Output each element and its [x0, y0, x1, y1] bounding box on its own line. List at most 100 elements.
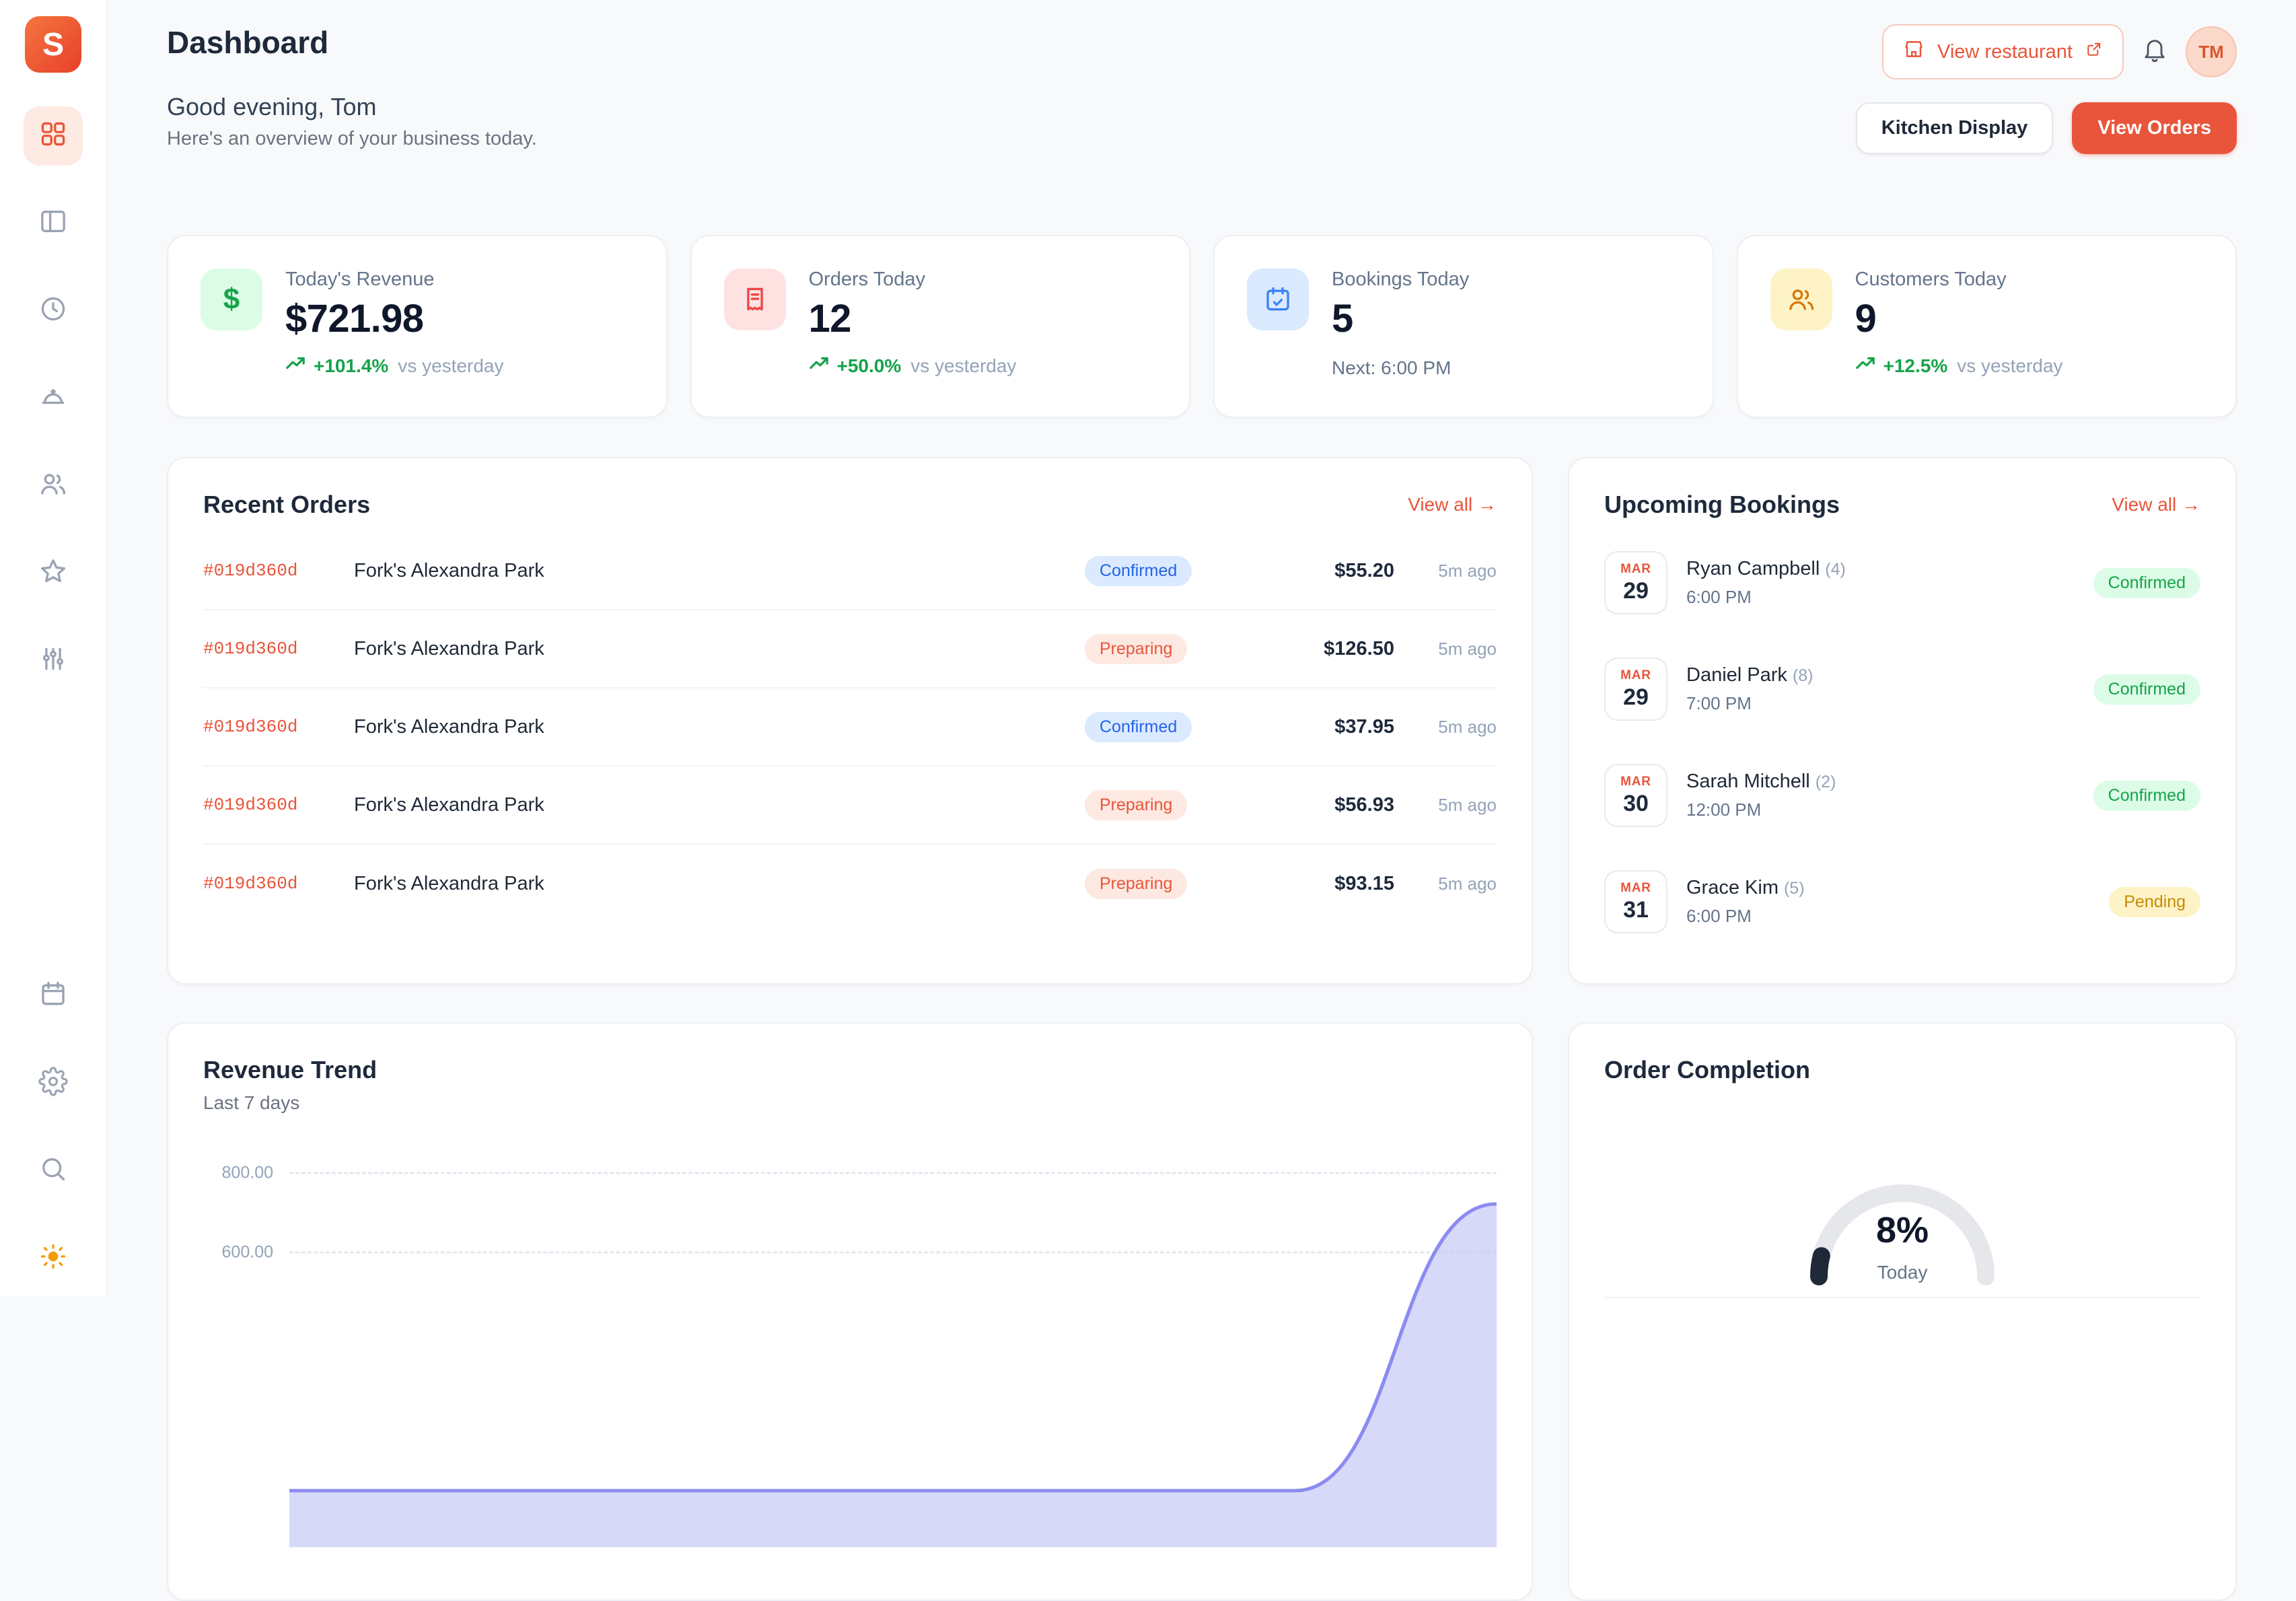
revenue-trend-panel: Revenue Trend Last 7 days 800.00 600.00: [167, 1022, 1533, 1601]
search-icon: [38, 1154, 68, 1188]
sidebar-item-bookings[interactable]: [24, 966, 83, 1026]
bookings-view-all-link[interactable]: View all →: [2112, 494, 2200, 515]
booking-item[interactable]: MAR 29 Daniel Park (8) 7:00 PM Confirmed: [1604, 636, 2200, 742]
order-status-badge: Preparing: [1085, 789, 1188, 820]
grid-icon: [38, 119, 68, 153]
trend-up-icon: [1855, 353, 1875, 378]
view-orders-button[interactable]: View Orders: [2072, 102, 2237, 154]
receipt-icon: [723, 269, 786, 330]
view-restaurant-label: View restaurant: [1937, 40, 2073, 63]
booking-party-size: (8): [1792, 666, 1814, 685]
users-icon: [1770, 269, 1832, 330]
order-amount: $126.50: [1324, 637, 1394, 660]
stat-label: Bookings Today: [1332, 269, 1470, 290]
stat-delta-value: +101.4%: [314, 355, 389, 376]
topbar-right: View restaurant TM Kitchen Display View …: [1855, 24, 2237, 154]
gauge-track-arc: [1810, 1184, 1995, 1285]
order-restaurant-name: Fork's Alexandra Park: [354, 793, 544, 816]
topbar-left: Dashboard Good evening, Tom Here's an ov…: [167, 24, 537, 150]
order-amount: $37.95: [1334, 715, 1394, 738]
stat-delta-value: +12.5%: [1883, 355, 1948, 376]
order-amount: $55.20: [1334, 559, 1394, 581]
order-completion-panel: Order Completion 8% Today: [1568, 1022, 2237, 1601]
bell-icon: [2141, 36, 2168, 68]
sidebar-item-reviews[interactable]: [24, 544, 83, 603]
gauge-divider: [1604, 1297, 2200, 1298]
order-amount: $56.93: [1334, 793, 1394, 816]
notifications-button[interactable]: [2141, 36, 2168, 68]
order-id: #019d360d: [203, 561, 298, 581]
order-restaurant-name: Fork's Alexandra Park: [354, 559, 544, 581]
booking-time: 6:00 PM: [1686, 906, 1752, 926]
sidebar-item-dashboard[interactable]: [24, 106, 83, 166]
recent-orders-view-all-link[interactable]: View all →: [1408, 494, 1497, 515]
header-action-row: Kitchen Display View Orders: [1855, 102, 2237, 154]
kitchen-display-button[interactable]: Kitchen Display: [1855, 102, 2054, 154]
middle-panels: Recent Orders View all → #019d360d Fork'…: [167, 457, 2237, 985]
view-restaurant-button[interactable]: View restaurant: [1882, 24, 2124, 79]
sidebar-item-history[interactable]: [24, 281, 83, 341]
clock-icon: [38, 294, 68, 328]
sidebar-item-settings[interactable]: [24, 1054, 83, 1113]
order-status-badge: Confirmed: [1085, 555, 1192, 586]
stat-delta-suffix: vs yesterday: [398, 355, 504, 376]
revenue-area-path: [289, 1204, 1497, 1547]
order-id: #019d360d: [203, 717, 298, 737]
booking-date-box: MAR 29: [1604, 551, 1667, 614]
order-id: #019d360d: [203, 795, 298, 815]
order-restaurant-name: Fork's Alexandra Park: [354, 872, 544, 894]
stat-delta: +101.4% vs yesterday: [285, 353, 504, 378]
main-content: Dashboard Good evening, Tom Here's an ov…: [108, 0, 2296, 1601]
sun-icon: [38, 1242, 68, 1276]
booking-party-size: (5): [1783, 879, 1805, 898]
y-axis-tick: 800.00: [221, 1163, 273, 1182]
order-time: 5m ago: [1438, 794, 1497, 815]
booking-status-badge: Confirmed: [2093, 567, 2200, 598]
stat-card-customers: Customers Today 9 +12.5% vs yesterday: [1736, 235, 2237, 418]
order-status-badge: Preparing: [1085, 868, 1188, 899]
booking-guest-name: Ryan Campbell (4): [1686, 558, 1846, 579]
sidebar-item-orders[interactable]: [24, 194, 83, 253]
stat-label: Orders Today: [808, 269, 926, 290]
stat-value: 5: [1332, 297, 1353, 341]
upcoming-bookings-panel: Upcoming Bookings View all → MAR 29 Ryan…: [1568, 457, 2237, 985]
sidebar-item-search[interactable]: [24, 1141, 83, 1201]
revenue-area-svg: [289, 1202, 1497, 1547]
order-row[interactable]: #019d360d Fork's Alexandra Park Preparin…: [203, 845, 1497, 923]
sliders-icon: [38, 644, 68, 678]
gauge-svg: [1809, 1184, 1995, 1285]
order-row[interactable]: #019d360d Fork's Alexandra Park Preparin…: [203, 767, 1497, 845]
upcoming-bookings-title: Upcoming Bookings: [1604, 491, 1840, 518]
order-row[interactable]: #019d360d Fork's Alexandra Park Preparin…: [203, 610, 1497, 688]
top-actions: View restaurant TM: [1882, 24, 2237, 79]
sidebar-item-menu[interactable]: [24, 369, 83, 428]
gauge-value-arc: [1809, 1247, 1830, 1285]
stats-row: $ Today's Revenue $721.98 +101.4% vs yes…: [167, 235, 2237, 418]
stat-value: $721.98: [285, 297, 424, 341]
stat-delta-suffix: vs yesterday: [1957, 355, 2063, 376]
app-logo[interactable]: S: [25, 16, 81, 73]
external-link-icon: [2085, 40, 2104, 64]
booking-item[interactable]: MAR 31 Grace Kim (5) 6:00 PM Pending: [1604, 849, 2200, 955]
order-id: #019d360d: [203, 639, 298, 659]
revenue-area-chart: 800.00 600.00: [203, 1143, 1497, 1574]
booking-item[interactable]: MAR 30 Sarah Mitchell (2) 12:00 PM Confir…: [1604, 742, 2200, 849]
greeting-subtitle: Here's an overview of your business toda…: [167, 128, 537, 149]
stat-body: Orders Today 12 +50.0% vs yesterday: [809, 269, 1017, 378]
recent-orders-title: Recent Orders: [203, 491, 371, 518]
sidebar-item-preferences[interactable]: [24, 631, 83, 690]
theme-toggle-button[interactable]: [24, 1229, 83, 1288]
gauge-caption: Today: [1877, 1262, 1928, 1283]
app-logo-letter: S: [42, 26, 64, 63]
order-row[interactable]: #019d360d Fork's Alexandra Park Confirme…: [203, 532, 1497, 610]
sidebar-item-customers[interactable]: [24, 456, 83, 515]
revenue-trend-title: Revenue Trend: [203, 1056, 378, 1083]
revenue-line-path: [289, 1202, 1497, 1493]
stat-card-revenue: $ Today's Revenue $721.98 +101.4% vs yes…: [167, 235, 668, 418]
sidebar-nav-bottom: [24, 966, 83, 1291]
booking-date-box: MAR 30: [1604, 764, 1667, 827]
booking-item[interactable]: MAR 29 Ryan Campbell (4) 6:00 PM Confirme…: [1604, 530, 2200, 636]
user-avatar[interactable]: TM: [2186, 26, 2237, 77]
order-row[interactable]: #019d360d Fork's Alexandra Park Confirme…: [203, 688, 1497, 767]
stat-delta: +12.5% vs yesterday: [1855, 353, 2063, 378]
